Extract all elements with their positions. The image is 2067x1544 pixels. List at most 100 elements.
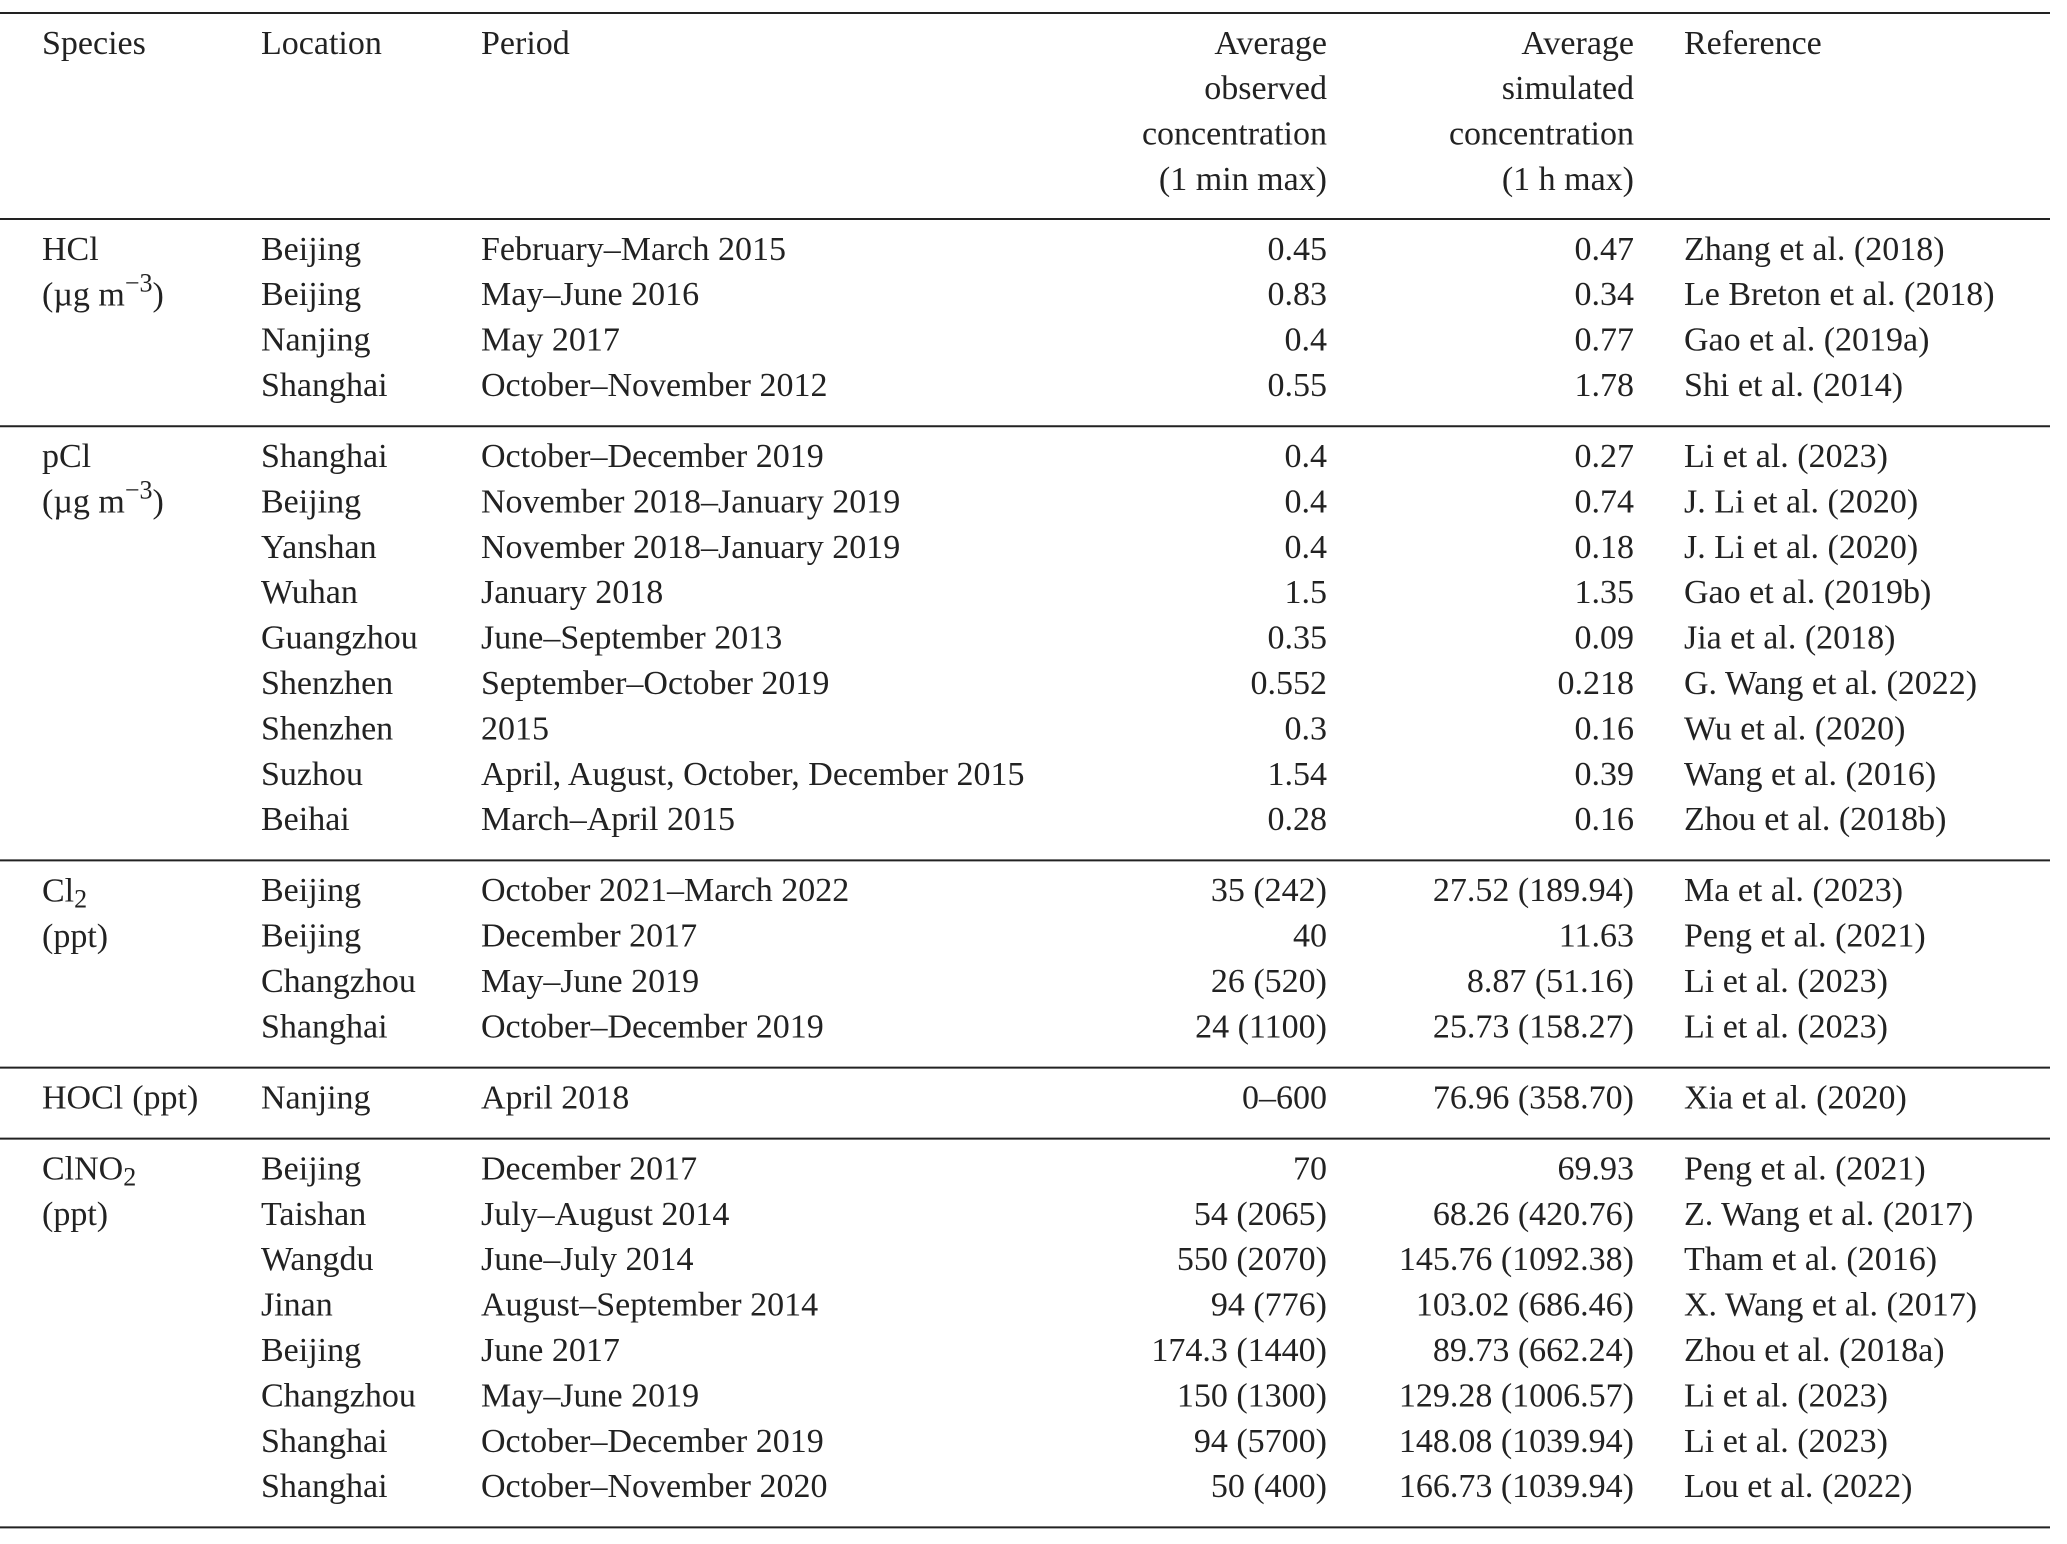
cell: X. Wang et al. (2017)	[1684, 1287, 1977, 1324]
cell: Z. Wang et al. (2017)	[1684, 1196, 1973, 1233]
label-text: ClNO	[42, 1150, 123, 1187]
cell: November 2018–January 2019	[481, 529, 900, 566]
cell: 129.28 (1006.57)	[1399, 1377, 1634, 1414]
unit: (ppt)	[132, 1079, 198, 1116]
cell: 0.552	[1251, 665, 1328, 702]
cell: 94 (5700)	[1194, 1423, 1327, 1460]
cell: 0.4	[1285, 322, 1328, 359]
unit: (µg m−3)	[42, 476, 164, 521]
cell: November 2018–January 2019	[481, 483, 900, 520]
cell: October–November 2012	[481, 367, 828, 404]
cell: 0.09	[1575, 620, 1635, 657]
cell: 150 (1300)	[1177, 1377, 1327, 1414]
cell: Beijing	[261, 918, 361, 955]
cell: August–September 2014	[481, 1287, 818, 1324]
cell: Zhou et al. (2018a)	[1684, 1332, 1945, 1369]
cell: Beijing	[261, 483, 361, 520]
label-text: (ppt)	[42, 1196, 108, 1233]
cell: October–December 2019	[481, 438, 824, 475]
cell: 174.3 (1440)	[1151, 1332, 1327, 1369]
column-header: Period	[481, 25, 570, 62]
cell: December 2017	[481, 918, 697, 955]
label-text: )	[153, 483, 164, 520]
species: Cl2	[42, 872, 87, 913]
cell: 0.77	[1575, 322, 1635, 359]
species: pCl	[42, 438, 91, 475]
cell: September–October 2019	[481, 665, 829, 702]
cell: Peng et al. (2021)	[1684, 1150, 1926, 1187]
cell: Changzhou	[261, 1377, 416, 1414]
cell: 69.93	[1558, 1150, 1635, 1187]
cell: 8.87 (51.16)	[1467, 963, 1634, 1000]
cell: 0.35	[1268, 620, 1328, 657]
cell: 0.83	[1268, 276, 1328, 313]
cell: 0.47	[1575, 231, 1635, 268]
cell: Shanghai	[261, 1468, 388, 1505]
cell: 0.18	[1575, 529, 1635, 566]
cell: Shenzhen	[261, 710, 393, 747]
script-text: 2	[74, 884, 87, 913]
cell: 1.5	[1285, 574, 1328, 611]
cell: Shanghai	[261, 367, 388, 404]
cell: October–December 2019	[481, 1008, 824, 1045]
cell: Shi et al. (2014)	[1684, 367, 1903, 404]
cell: 148.08 (1039.94)	[1399, 1423, 1634, 1460]
cell: Li et al. (2023)	[1684, 1008, 1888, 1045]
script-text: −3	[125, 476, 153, 505]
cell: 145.76 (1092.38)	[1399, 1241, 1634, 1278]
cell: 40	[1293, 918, 1327, 955]
column-header: Species	[42, 25, 146, 62]
cell: 0.218	[1558, 665, 1635, 702]
cell: 0.4	[1285, 438, 1328, 475]
cell: April 2018	[481, 1079, 629, 1116]
cell: July–August 2014	[481, 1196, 729, 1233]
cell: Gao et al. (2019b)	[1684, 574, 1931, 611]
cell: 0.16	[1575, 801, 1635, 838]
column-header: observed	[1204, 70, 1327, 107]
cell: 27.52 (189.94)	[1433, 872, 1634, 909]
cell: December 2017	[481, 1150, 697, 1187]
cell: Li et al. (2023)	[1684, 963, 1888, 1000]
species: HOCl (ppt)	[42, 1079, 198, 1116]
cell: June–September 2013	[481, 620, 782, 657]
cell: Lou et al. (2022)	[1684, 1468, 1913, 1505]
column-header: concentration	[1449, 116, 1634, 153]
cell: 0.74	[1575, 483, 1635, 520]
cell: Yanshan	[261, 529, 377, 566]
cell: Beijing	[261, 276, 361, 313]
label-text: (µg m	[42, 483, 125, 520]
cell: 0.55	[1268, 367, 1328, 404]
cell: April, August, October, December 2015	[481, 756, 1024, 793]
label-text: pCl	[42, 438, 91, 475]
cell: Wangdu	[261, 1241, 373, 1278]
cell: 0.4	[1285, 529, 1328, 566]
cell: Beijing	[261, 1150, 361, 1187]
cell: October 2021–March 2022	[481, 872, 849, 909]
cell: 24 (1100)	[1195, 1008, 1327, 1045]
cell: Nanjing	[261, 322, 371, 359]
unit: (µg m−3)	[42, 268, 164, 313]
label-text: Cl	[42, 872, 74, 909]
cell: Li et al. (2023)	[1684, 438, 1888, 475]
species: HCl	[42, 231, 99, 268]
cell: February–March 2015	[481, 231, 786, 268]
cell: Taishan	[261, 1196, 366, 1233]
cell: J. Li et al. (2020)	[1684, 529, 1918, 566]
cell: G. Wang et al. (2022)	[1684, 665, 1977, 702]
cell: Wuhan	[261, 574, 358, 611]
cell: Beijing	[261, 872, 361, 909]
cell: Li et al. (2023)	[1684, 1377, 1888, 1414]
label-text: (ppt)	[42, 918, 108, 955]
cell: 0.39	[1575, 756, 1635, 793]
column-header: Average	[1214, 25, 1327, 62]
cell: 1.35	[1575, 574, 1635, 611]
cell: Beijing	[261, 231, 361, 268]
cell: Shenzhen	[261, 665, 393, 702]
label-text: (ppt)	[132, 1079, 198, 1116]
cell: Shanghai	[261, 1423, 388, 1460]
cell: May–June 2019	[481, 1377, 699, 1414]
label-text: (µg m	[42, 276, 125, 313]
cell: January 2018	[481, 574, 663, 611]
cell: 70	[1293, 1150, 1327, 1187]
cell: 1.54	[1268, 756, 1328, 793]
